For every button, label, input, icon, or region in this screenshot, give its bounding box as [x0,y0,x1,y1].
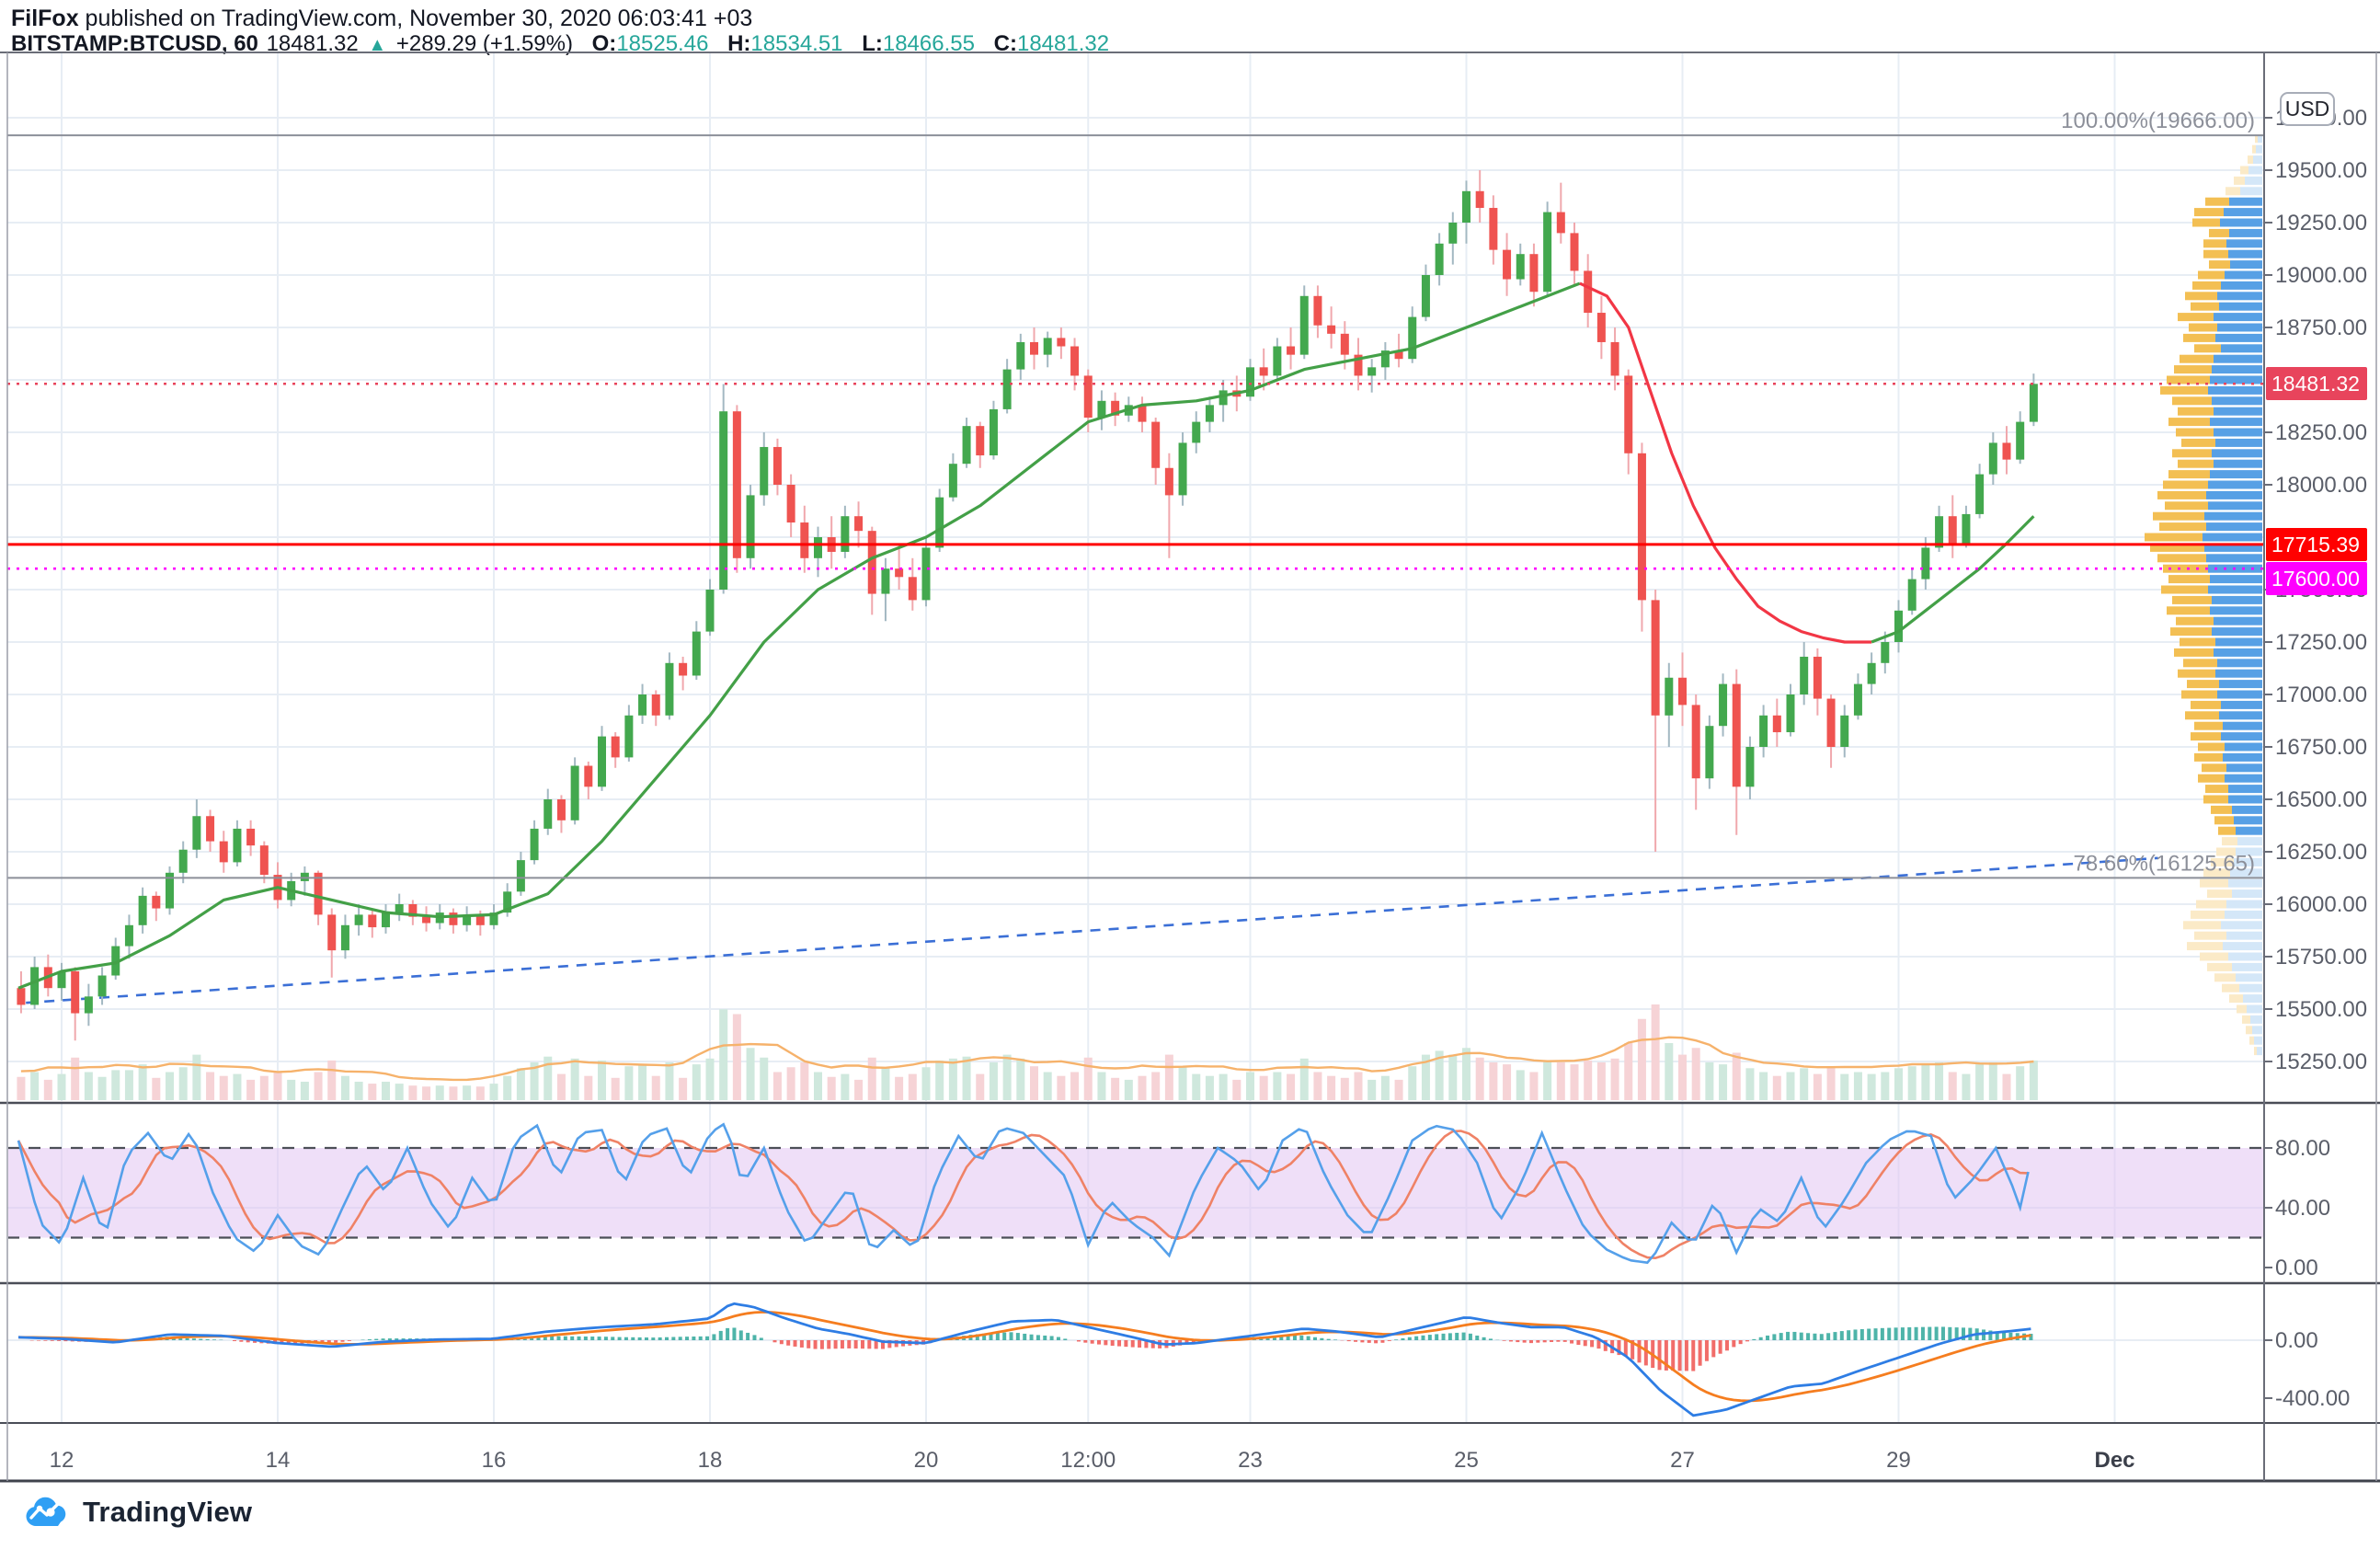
level-line-price-tag: 17600.00 [2266,562,2367,596]
last-price-tag: 18481.32 [2266,367,2367,401]
fib-levels[interactable]: 100.00%(19666.00) 78.60%(16125.65) [7,109,2264,879]
time-tick: 20 [914,1448,939,1473]
volume-bars [17,1004,2038,1100]
price-tick: 18000.00 [2275,473,2367,498]
macd-line [17,1302,2031,1417]
price-tick: 80.00 [2275,1136,2330,1161]
price-tick: 0.00 [2275,1256,2318,1280]
time-tick: 25 [1454,1448,1479,1473]
level-line-price-value: 17600.00 [2271,567,2360,591]
volume-ma-line [20,1036,2034,1082]
macd-pane[interactable] [17,1302,2033,1417]
time-tick: 23 [1238,1448,1263,1473]
price-tick: 18750.00 [2275,316,2367,340]
publish-header: FilFox published on TradingView.com, Nov… [11,6,752,32]
volume-profile [2145,134,2262,1056]
price-tick: 18250.00 [2275,420,2367,445]
tradingview-cloud-icon [26,1497,66,1526]
time-tick: 27 [1670,1448,1695,1473]
time-tick: 12:00 [1060,1448,1116,1473]
price-tick: 16500.00 [2275,787,2367,812]
price-tick: 15250.00 [2275,1050,2367,1074]
ma-line-red [1579,281,1872,644]
time-axis[interactable]: 12 14 16 18 20 12:00 23 25 27 29 Dec [50,1448,2135,1473]
alert-line-price-tag: 17715.39 [2266,527,2367,561]
currency-toggle-button[interactable]: USD [2280,92,2335,126]
fib-label: 78.60%(16125.65) [2074,851,2255,876]
fib-label: 100.00%(19666.00) [2061,109,2255,133]
stoch-band [8,1148,2263,1238]
pane-borders [0,52,2380,1483]
price-tick: 16000.00 [2275,892,2367,917]
price-tick: 19000.00 [2275,263,2367,288]
time-tick: Dec [2094,1448,2134,1473]
tradingview-logo[interactable]: TradingView [24,1496,252,1529]
price-tick: -400.00 [2275,1386,2350,1411]
last-price-tag-value: 18481.32 [2271,372,2360,396]
price-tick: 16250.00 [2275,840,2367,865]
time-tick: 12 [50,1448,74,1473]
ma-line-green [17,281,1581,990]
time-tick: 14 [266,1448,291,1473]
time-tick: 18 [698,1448,723,1473]
candles-layer [17,170,2038,1041]
price-tick: 17250.00 [2275,630,2367,655]
time-tick: 16 [482,1448,507,1473]
time-tick: 29 [1886,1448,1911,1473]
stoch-k-line [17,1122,2030,1265]
price-tick: 19500.00 [2275,158,2367,183]
up-arrow-icon: ▲ [368,35,387,55]
trendline[interactable] [26,856,2158,1004]
price-tick: 0.00 [2275,1328,2318,1353]
price-axis[interactable]: 19750.0019500.0019250.0019000.0018750.00… [2264,106,2367,1411]
price-tick: 17000.00 [2275,683,2367,707]
price-tick: 15500.00 [2275,997,2367,1022]
price-tick: 15750.00 [2275,945,2367,970]
price-pane[interactable] [17,170,2158,1101]
stochastic-pane[interactable] [7,1122,2264,1265]
author-name: FilFox [11,6,79,31]
alert-line-price-value: 17715.39 [2271,532,2360,556]
macd-signal-line [17,1311,2031,1403]
price-tick: 40.00 [2275,1196,2330,1221]
tradingview-wordmark: TradingView [83,1496,253,1528]
publish-info: published on TradingView.com, November 3… [78,6,753,31]
price-tick: 19250.00 [2275,211,2367,235]
price-tick: 16750.00 [2275,735,2367,760]
low-label: L: [862,31,883,56]
